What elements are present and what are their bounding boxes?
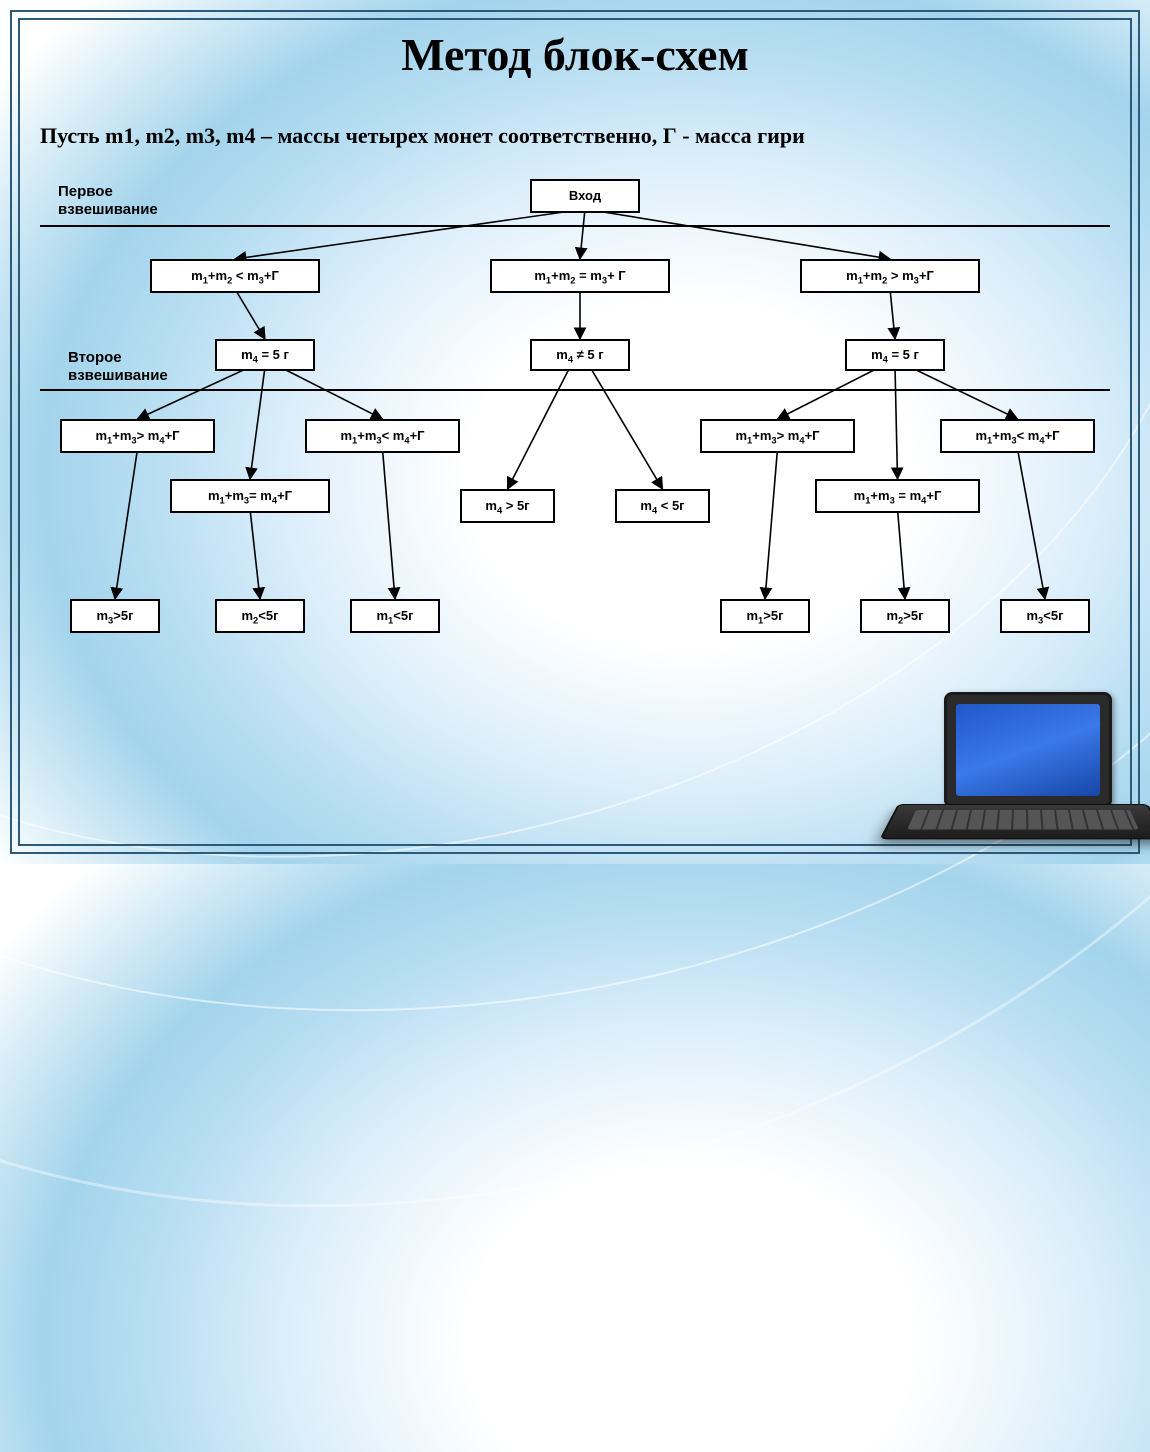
edge-b3-c4 — [910, 367, 1018, 419]
node-entry: Вход — [530, 179, 640, 213]
edge-c1-e1 — [115, 449, 138, 599]
node-d4: m1+m3 = m4+Г — [815, 479, 980, 513]
node-c4: m1+m3< m4+Г — [940, 419, 1095, 453]
node-c2: m1+m3< m4+Г — [305, 419, 460, 453]
edge-a1-b1 — [235, 289, 265, 339]
edge-c2-e3 — [383, 449, 396, 599]
node-a2: m1+m2 = m3+ Г — [490, 259, 670, 293]
section-label-first: Первоевзвешивание — [58, 183, 158, 219]
node-e6: m3<5г — [1000, 599, 1090, 633]
edge-b3-d4 — [895, 367, 898, 479]
node-a1: m1+m2 < m3+Г — [150, 259, 320, 293]
slide-title: Метод блок-схем — [40, 28, 1110, 81]
slide-subtitle: Пусть m1, m2, m3, m4 – массы четырех мон… — [40, 123, 1110, 149]
node-e5: m2>5г — [860, 599, 950, 633]
node-b3: m4 = 5 г — [845, 339, 945, 371]
node-e3: m1<5г — [350, 599, 440, 633]
edge-b1-d1 — [250, 367, 265, 479]
section-label-second: Второевзвешивание — [68, 349, 168, 385]
edge-d1-e2 — [250, 509, 260, 599]
edge-b2-d2 — [508, 367, 571, 489]
node-e1: m3>5г — [70, 599, 160, 633]
edge-c4-e6 — [1018, 449, 1046, 599]
edge-entry-a1 — [235, 209, 585, 259]
edge-b3-c3 — [778, 367, 881, 419]
node-c1: m1+m3> m4+Г — [60, 419, 215, 453]
edge-a3-b3 — [890, 289, 895, 339]
node-c3: m1+m3> m4+Г — [700, 419, 855, 453]
node-d2: m4 > 5г — [460, 489, 555, 523]
slide-content: Метод блок-схем Пусть m1, m2, m3, m4 – м… — [20, 20, 1130, 844]
node-b1: m4 = 5 г — [215, 339, 315, 371]
edge-c3-e4 — [765, 449, 778, 599]
divider-1 — [40, 389, 1110, 391]
node-d3: m4 < 5г — [615, 489, 710, 523]
edge-b1-c2 — [280, 367, 383, 419]
flowchart: Первоевзвешивание Второевзвешивание Вход m1… — [40, 179, 1110, 739]
node-b2: m4 ≠ 5 г — [530, 339, 630, 371]
node-e2: m2<5г — [215, 599, 305, 633]
edge-b2-d3 — [590, 367, 663, 489]
node-d1: m1+m3= m4+Г — [170, 479, 330, 513]
edge-d4-e5 — [898, 509, 906, 599]
divider-0 — [40, 225, 1110, 227]
edge-entry-a2 — [580, 209, 585, 259]
node-e4: m1>5г — [720, 599, 810, 633]
edge-entry-a3 — [585, 209, 890, 259]
node-a3: m1+m2 > m3+Г — [800, 259, 980, 293]
